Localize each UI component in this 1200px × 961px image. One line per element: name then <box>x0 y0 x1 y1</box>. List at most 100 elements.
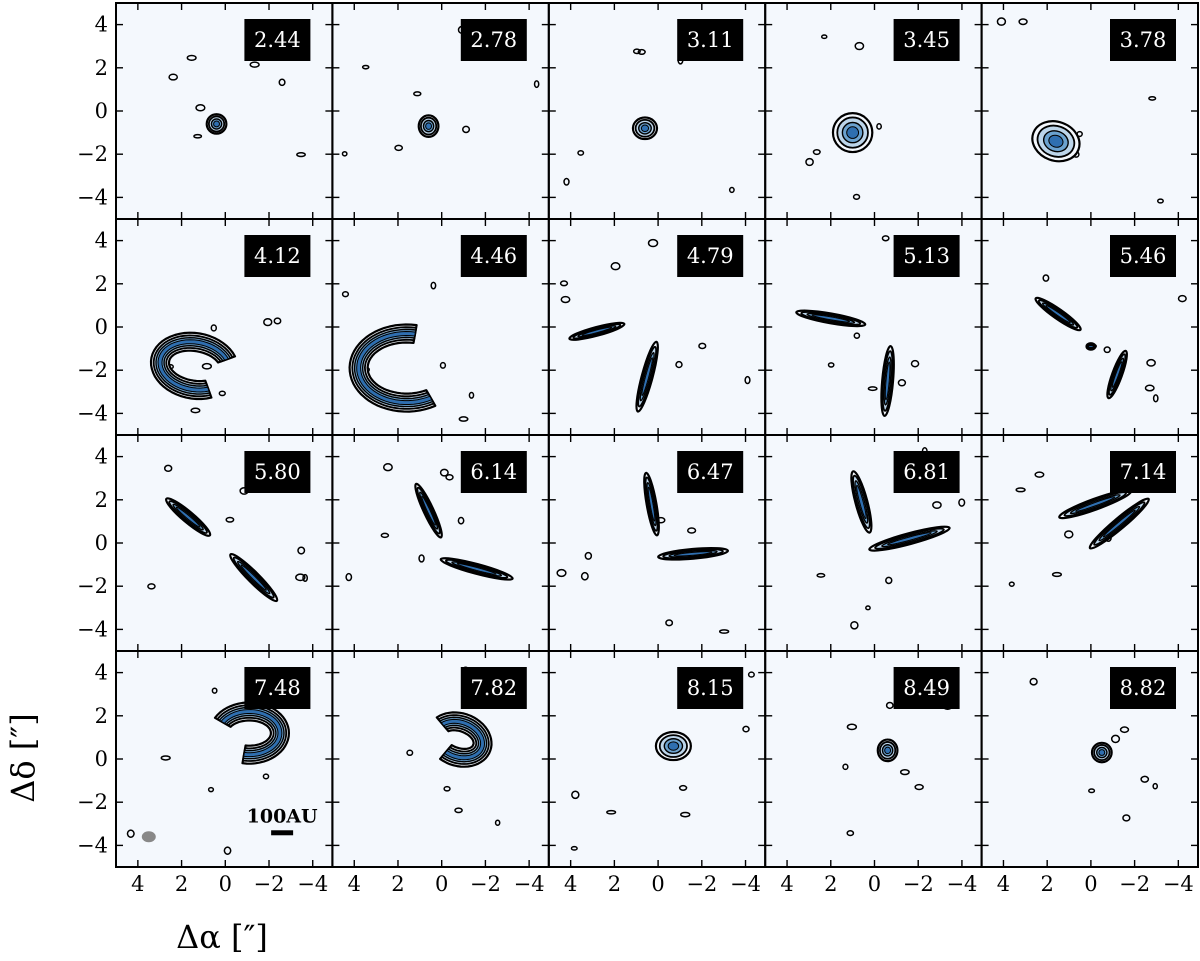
noise-contour <box>1051 571 1063 578</box>
noise-contour <box>853 332 861 339</box>
noise-contour <box>680 811 691 818</box>
noise-contour <box>273 317 282 325</box>
noise-contour <box>345 572 353 582</box>
noise-contour <box>1015 487 1026 493</box>
noise-contour <box>533 80 540 89</box>
noise-contour <box>163 464 173 473</box>
y-tick-label: −4 <box>77 185 108 209</box>
x-tick-label: −2 <box>903 872 934 896</box>
y-tick-label: −2 <box>77 142 108 166</box>
emission-contour <box>1098 749 1106 756</box>
beam-ellipse <box>141 831 156 843</box>
velocity-label: 2.44 <box>254 28 301 52</box>
y-tick-label: −4 <box>77 617 108 641</box>
noise-contour <box>1146 358 1156 367</box>
velocity-label: 5.46 <box>1120 244 1167 268</box>
y-tick-label: 0 <box>95 747 108 771</box>
noise-contour <box>742 725 750 733</box>
noise-contour <box>850 620 859 630</box>
velocity-label-box <box>677 235 744 277</box>
y-tick-label: −4 <box>77 833 108 857</box>
noise-contour <box>563 177 570 186</box>
x-tick-label: −2 <box>1119 872 1150 896</box>
velocity-label: 3.45 <box>903 28 950 52</box>
scale-bar-label: 100AU <box>247 805 318 827</box>
x-tick-label: 2 <box>824 872 837 896</box>
y-tick-label: 2 <box>95 488 108 512</box>
emission-contour <box>846 126 860 139</box>
y-tick-label: 4 <box>95 445 108 469</box>
noise-contour <box>560 295 571 304</box>
y-tick-label: 4 <box>95 229 108 253</box>
noise-contour <box>207 786 215 793</box>
noise-contour <box>382 463 393 472</box>
emission-contour <box>1102 509 1136 538</box>
velocity-label: 4.79 <box>687 244 734 268</box>
velocity-label-box <box>677 667 744 709</box>
emission-contour <box>640 124 650 133</box>
emission-contour <box>157 339 229 393</box>
noise-contour <box>1140 775 1150 783</box>
y-tick-label: 0 <box>95 99 108 123</box>
emission-contour <box>240 564 267 591</box>
emission-contour <box>884 746 892 755</box>
y-tick-label: 4 <box>95 13 108 37</box>
noise-contour <box>1029 677 1038 686</box>
velocity-label: 5.80 <box>254 460 301 484</box>
noise-contour <box>1063 530 1074 539</box>
noise-contour <box>867 386 878 392</box>
noise-contour <box>958 498 966 507</box>
x-tick-label: 4 <box>348 872 361 896</box>
noise-contour <box>458 416 469 422</box>
noise-contour <box>218 390 226 397</box>
noise-contour <box>297 546 306 555</box>
x-tick-label: 0 <box>868 872 881 896</box>
noise-contour <box>812 148 821 156</box>
noise-contour <box>445 474 454 481</box>
noise-contour <box>1088 788 1096 794</box>
noise-contour <box>610 262 621 271</box>
emission-contour <box>456 562 497 575</box>
emission-contour <box>647 486 656 522</box>
velocity-label-box <box>677 19 744 61</box>
panels-layer: 2.44 2.78 3.11 3.45 3.78 4.12 4.46 4.79 5.13 5.46… <box>116 3 1198 867</box>
noise-contour <box>341 290 350 298</box>
velocity-label: 6.81 <box>903 460 950 484</box>
x-tick-label: 4 <box>780 872 793 896</box>
noise-contour <box>1119 726 1130 734</box>
x-axis-label: Δα [″] <box>176 918 268 956</box>
noise-contour <box>885 576 893 585</box>
noise-contour <box>820 34 828 40</box>
noise-contour <box>559 280 569 287</box>
noise-contour <box>361 64 370 70</box>
noise-contour <box>454 807 463 814</box>
noise-contour <box>439 361 447 369</box>
y-tick-label: 2 <box>95 704 108 728</box>
noise-contour <box>678 784 688 791</box>
emission-contour <box>641 357 653 397</box>
noise-contour <box>1148 95 1157 101</box>
noise-contour <box>193 133 203 139</box>
velocity-label-box <box>244 667 311 709</box>
noise-contour <box>380 532 390 539</box>
noise-contour <box>278 78 286 87</box>
noise-contour <box>897 379 907 387</box>
noise-contour <box>341 150 348 157</box>
noise-contour <box>1152 782 1159 790</box>
x-tick-label: 0 <box>651 872 664 896</box>
noise-contour <box>211 687 218 694</box>
velocity-label: 7.48 <box>254 676 301 700</box>
velocity-label-box <box>1110 451 1176 493</box>
noise-contour <box>468 391 475 399</box>
velocity-label: 8.15 <box>687 676 734 700</box>
emission-contour <box>884 361 891 401</box>
emission-contour <box>673 551 713 557</box>
velocity-label: 3.11 <box>687 28 734 52</box>
noise-contour <box>932 501 942 509</box>
velocity-label: 7.82 <box>470 676 517 700</box>
emission-contour <box>218 706 285 760</box>
emission-contour <box>811 314 851 323</box>
emission-contour <box>1048 134 1064 148</box>
velocity-label-box <box>677 451 744 493</box>
noise-contour <box>147 583 156 590</box>
